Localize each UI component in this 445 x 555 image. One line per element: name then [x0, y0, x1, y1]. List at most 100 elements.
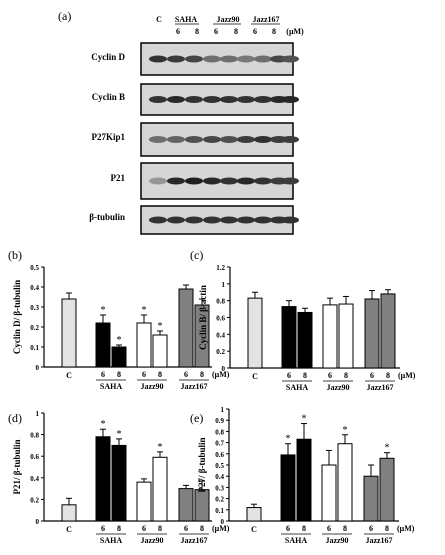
- group-label: SAHA: [285, 536, 307, 545]
- bar: [297, 311, 313, 369]
- y-tick-label: 0.5: [215, 462, 224, 470]
- y-axis-label: Cyclin B/ β-actin: [198, 285, 208, 350]
- bar: [379, 457, 395, 522]
- dose-label: 6: [101, 370, 105, 379]
- chart-d: (d) 0 0.2 0.4 0.6 0.8 1 P21/ β-tubulin * 6 * 8 6 * 8 6 8…: [8, 410, 230, 545]
- blot-band: [220, 136, 238, 143]
- dose-label: 8: [303, 371, 307, 380]
- blot-band: [149, 55, 167, 63]
- significance-star: *: [286, 434, 291, 445]
- group-label-control: C: [252, 372, 258, 381]
- blot-band: [149, 136, 167, 143]
- y-tick-label: 0: [36, 364, 40, 372]
- bar: [364, 298, 380, 369]
- unit-label: (μM): [397, 524, 415, 533]
- dose-label: 6: [142, 524, 146, 533]
- y-tick-label: 0.1: [215, 507, 224, 515]
- blot-band: [254, 55, 272, 63]
- bar: [281, 306, 297, 369]
- y-tick-label: 0.2: [30, 496, 39, 504]
- y-tick-label: 0.7: [215, 440, 224, 448]
- blot-band: [281, 177, 299, 185]
- y-axis-label: P21/ β-tubulin: [12, 439, 22, 494]
- y-tick-label: 0.2: [30, 324, 39, 332]
- y-tick-label: 0: [222, 365, 226, 373]
- y-tick-label: 0.6: [30, 453, 39, 461]
- blot-band: [281, 96, 299, 103]
- bar: [152, 456, 168, 522]
- dose-label: 8: [302, 524, 306, 533]
- bar: [111, 444, 127, 522]
- y-tick-label: 0.9: [215, 417, 224, 425]
- significance-star: *: [117, 335, 122, 346]
- blot-band: [220, 177, 238, 185]
- dose-label: 8: [158, 370, 162, 379]
- group-label: Jazz167: [366, 383, 393, 392]
- blot-band: [185, 216, 203, 224]
- group-label-control: C: [66, 371, 72, 380]
- blot-band: [237, 55, 255, 63]
- blot-band: [167, 96, 185, 103]
- dose-label: 6: [287, 371, 291, 380]
- dose-label: 6: [101, 524, 105, 533]
- group-label-control: C: [66, 525, 72, 534]
- y-tick-label: 1: [222, 281, 226, 289]
- blot-label-p21: P21: [111, 173, 126, 183]
- y-tick-label: 0: [36, 518, 40, 526]
- group-label-control: C: [251, 525, 257, 534]
- bar: [95, 322, 111, 368]
- dose-label: 8: [117, 524, 121, 533]
- dose-label: 6: [370, 371, 374, 380]
- dose-label: 8: [117, 370, 121, 379]
- header-dose: 6: [176, 27, 180, 36]
- bar: [136, 322, 152, 368]
- dose-label: 6: [327, 524, 331, 533]
- blot-band: [203, 216, 221, 224]
- significance-star: *: [158, 321, 163, 332]
- bar: [280, 454, 296, 522]
- blot-1: [140, 83, 299, 116]
- blot-label-p27kip1: P27Kip1: [91, 132, 125, 142]
- group-label: Jazz90: [326, 383, 349, 392]
- header-jazz167: Jazz167: [252, 15, 279, 24]
- group-label: SAHA: [286, 383, 308, 392]
- blot-band: [149, 96, 167, 103]
- y-tick-label: 0.6: [216, 315, 225, 323]
- blot-band: [254, 177, 272, 185]
- y-tick-label: 0.1: [30, 344, 39, 352]
- y-tick-label: 0.3: [215, 484, 224, 492]
- blot-band: [237, 216, 255, 224]
- dose-label: 8: [344, 371, 348, 380]
- dose-label: 6: [184, 370, 188, 379]
- chart-e: (e) 0 0.1 0.2 0.3 0.4 0.5 0.6 0.7 0.8 0.9 1 P27/ β-t…: [190, 406, 415, 545]
- header-unit: (μM): [286, 27, 304, 36]
- dose-label: 6: [286, 524, 290, 533]
- significance-star: *: [385, 443, 390, 454]
- chart-c: (c) 0 0.2 0.4 0.6 0.8 1 1.2 Cyclin B/ β-actin 6 8 6…: [190, 248, 416, 392]
- header-dose: 6: [214, 27, 218, 36]
- panel-a-label: (a): [58, 9, 71, 23]
- dose-label: 8: [200, 524, 204, 533]
- bar: [296, 438, 312, 522]
- blot-band: [281, 216, 299, 224]
- y-tick-label: 0.4: [216, 331, 225, 339]
- bar: [61, 504, 77, 522]
- blot-band: [220, 216, 238, 224]
- blot-label-cyclin-d: Cyclin D: [91, 52, 125, 62]
- panel-label: (c): [190, 248, 203, 262]
- dose-label: 6: [184, 524, 188, 533]
- blot-band: [254, 136, 272, 143]
- group-label: Jazz90: [140, 536, 163, 545]
- dose-label: 8: [158, 524, 162, 533]
- y-tick-label: 1: [221, 406, 225, 414]
- bar: [338, 303, 354, 369]
- bar: [363, 475, 379, 522]
- dose-label: 8: [200, 370, 204, 379]
- bar: [111, 346, 127, 368]
- blot-band: [203, 96, 221, 103]
- blot-band: [203, 55, 221, 63]
- blot-3: [140, 162, 299, 200]
- y-tick-label: 1.2: [216, 264, 225, 272]
- blot-band: [254, 216, 272, 224]
